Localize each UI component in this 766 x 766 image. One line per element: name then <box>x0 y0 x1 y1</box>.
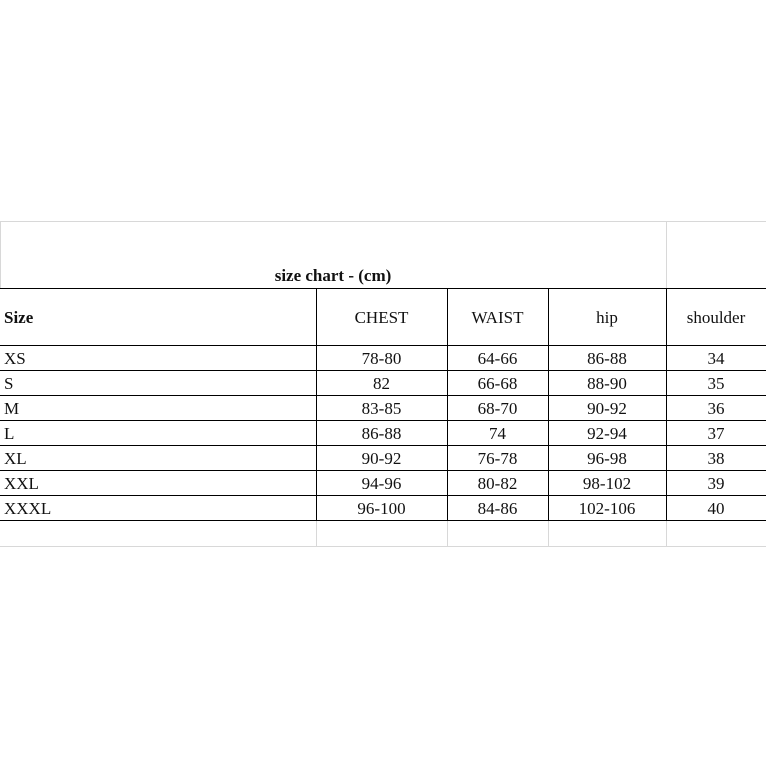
cell-chest: 78-80 <box>361 348 402 368</box>
cell-shoulder: 38 <box>707 448 725 468</box>
cell-size: M <box>4 398 20 418</box>
gridline <box>447 289 448 346</box>
cell-chest: 90-92 <box>361 448 402 468</box>
header-hip: hip <box>596 307 618 327</box>
cell-hip: 102-106 <box>578 498 636 518</box>
cell-hip: 92-94 <box>587 423 627 443</box>
cell-hip: 98-102 <box>582 473 632 493</box>
gridline <box>548 371 549 396</box>
cell-shoulder: 35 <box>707 373 725 393</box>
cell-size: XL <box>4 448 27 468</box>
gridline <box>316 446 317 471</box>
header-waist: WAIST <box>471 307 524 327</box>
header-row: Size CHEST WAIST hip shoulder <box>0 288 766 346</box>
cell-size: L <box>4 423 15 443</box>
cell-chest: 82 <box>373 373 390 393</box>
table-row: S 82 66-68 88-90 35 <box>0 370 766 396</box>
cell-hip: 96-98 <box>587 448 627 468</box>
cell-shoulder: 34 <box>707 348 725 368</box>
cell-waist: 80-82 <box>477 473 518 493</box>
gridline <box>666 346 667 371</box>
gridline <box>548 421 549 446</box>
cell-hip: 86-88 <box>587 348 627 368</box>
cell-size: XXXL <box>4 498 52 518</box>
gridline <box>548 446 549 471</box>
chart-title: size chart - (cm) <box>274 266 392 285</box>
gridline <box>666 521 667 546</box>
gridline <box>548 289 549 346</box>
gridline <box>447 346 448 371</box>
cell-shoulder: 40 <box>707 498 725 518</box>
table-row: XS 78-80 64-66 86-88 34 <box>0 345 766 371</box>
gridline <box>316 421 317 446</box>
cell-waist: 64-66 <box>477 348 518 368</box>
gridline <box>447 371 448 396</box>
header-chest: CHEST <box>354 307 409 327</box>
gridline <box>666 471 667 496</box>
gridline <box>666 289 667 346</box>
gridline <box>316 289 317 346</box>
cell-hip: 90-92 <box>587 398 627 418</box>
gridline <box>0 222 1 288</box>
gridline <box>447 521 448 546</box>
table-row: XXXL 96-100 84-86 102-106 40 <box>0 495 766 521</box>
cell-shoulder: 39 <box>707 473 725 493</box>
gridline <box>316 346 317 371</box>
gridline <box>548 346 549 371</box>
gridline <box>548 496 549 521</box>
gridline <box>447 396 448 421</box>
cell-waist: 66-68 <box>477 373 518 393</box>
table-row: L 86-88 74 92-94 37 <box>0 420 766 446</box>
cell-hip: 88-90 <box>587 373 627 393</box>
cell-chest: 94-96 <box>361 473 402 493</box>
gridline <box>447 446 448 471</box>
cell-size: S <box>4 373 14 393</box>
cell-chest: 83-85 <box>361 398 402 418</box>
table-row: XL 90-92 76-78 96-98 38 <box>0 445 766 471</box>
gridline <box>447 471 448 496</box>
header-size: Size <box>4 307 34 327</box>
gridline <box>316 496 317 521</box>
gridline <box>316 371 317 396</box>
gridline <box>666 446 667 471</box>
header-shoulder: shoulder <box>686 307 746 327</box>
cell-chest: 86-88 <box>361 423 402 443</box>
gridline <box>548 396 549 421</box>
gridline <box>548 521 549 546</box>
gridline <box>316 521 317 546</box>
cell-size: XS <box>4 348 26 368</box>
empty-row <box>0 520 766 547</box>
gridline <box>666 421 667 446</box>
gridline <box>666 222 667 288</box>
gridline <box>548 471 549 496</box>
title-row: size chart - (cm) <box>0 222 766 288</box>
cell-waist: 76-78 <box>477 448 518 468</box>
table-row: XXL 94-96 80-82 98-102 39 <box>0 470 766 496</box>
cell-waist: 84-86 <box>477 498 518 518</box>
gridline <box>666 496 667 521</box>
cell-waist: 68-70 <box>477 398 518 418</box>
cell-shoulder: 37 <box>707 423 725 443</box>
gridline <box>447 496 448 521</box>
gridline <box>447 421 448 446</box>
cell-shoulder: 36 <box>707 398 725 418</box>
cell-waist: 74 <box>489 423 506 443</box>
cell-size: XXL <box>4 473 39 493</box>
gridline <box>666 396 667 421</box>
cell-chest: 96-100 <box>357 498 406 518</box>
gridline <box>316 396 317 421</box>
table-row: M 83-85 68-70 90-92 36 <box>0 395 766 421</box>
gridline <box>666 371 667 396</box>
gridline <box>316 471 317 496</box>
size-chart-table: size chart - (cm) Size CHEST WAIST hip shoul… <box>0 221 766 547</box>
